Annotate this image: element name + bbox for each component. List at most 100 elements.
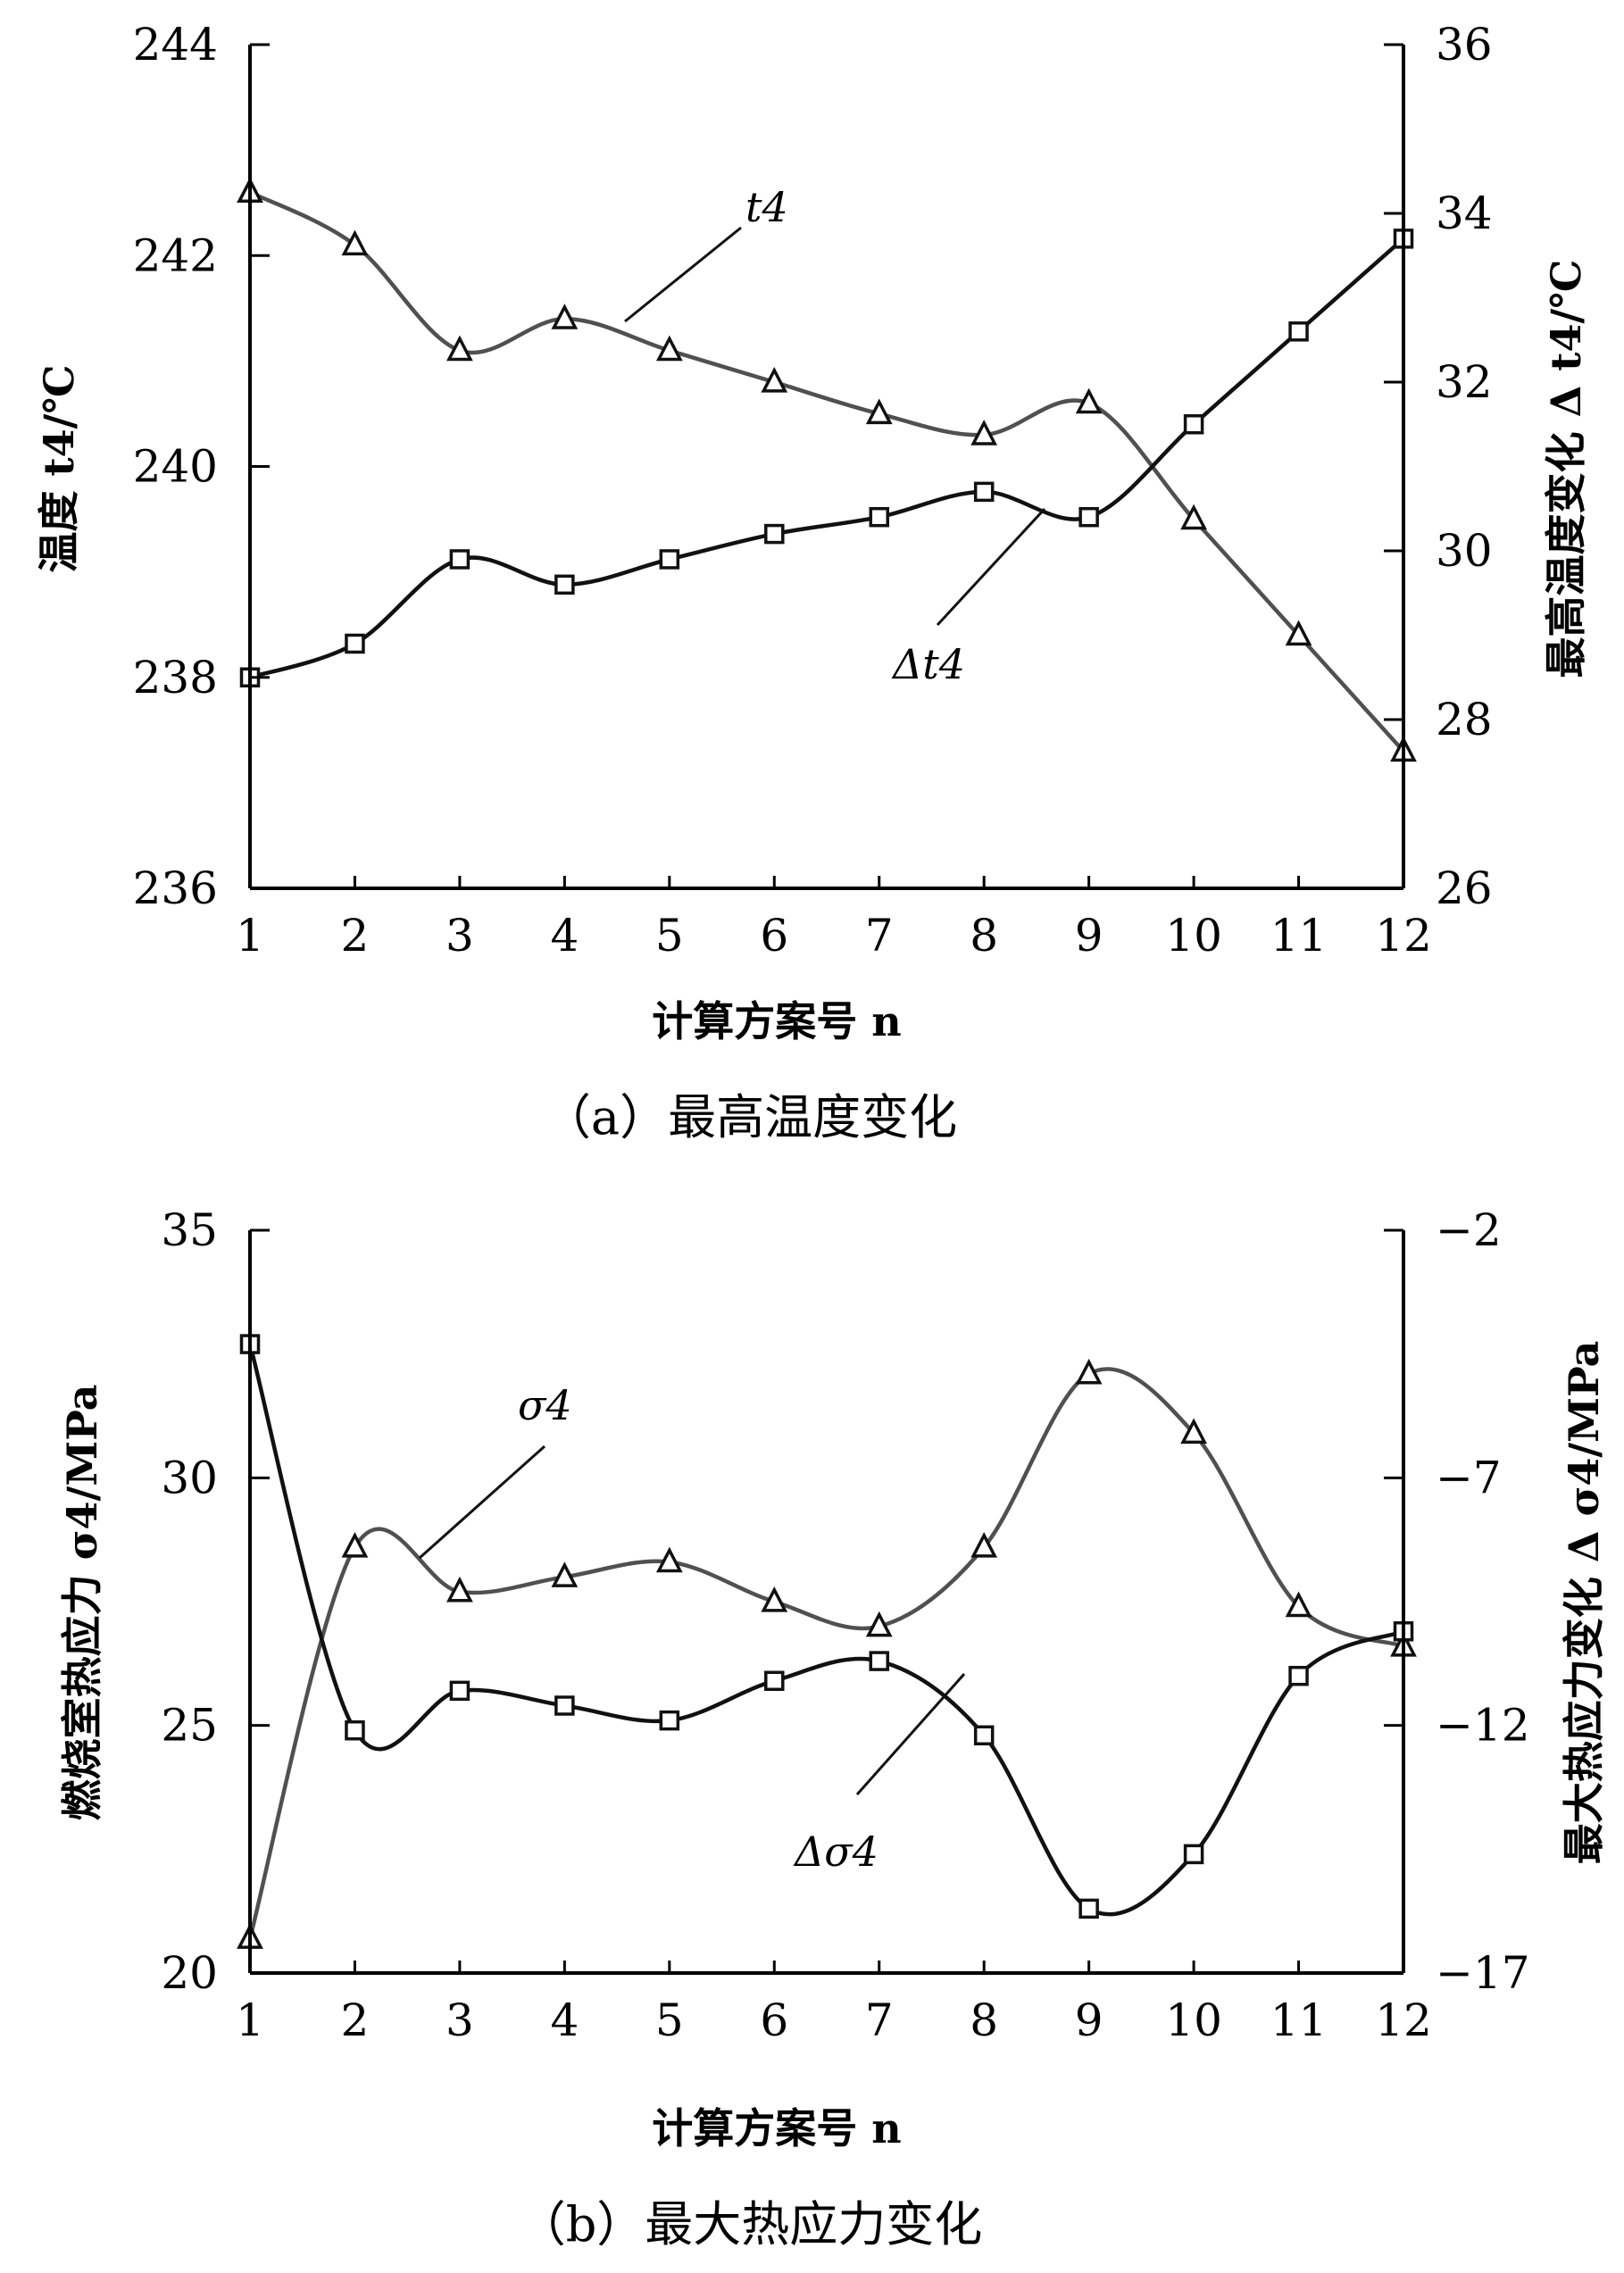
chart-b-triangle-marker	[551, 1561, 579, 1587]
chart-b-square-marker	[1183, 1844, 1204, 1865]
chart-a-square-marker	[1079, 506, 1099, 528]
chart-a-y-tick-label-left: 238	[133, 652, 218, 704]
chart-b-x-tick-label: 3	[446, 1994, 474, 2046]
chart-b-square-marker	[659, 1710, 680, 1731]
chart-a-triangle-marker	[761, 367, 788, 393]
chart-b-triangle-marker	[655, 1546, 683, 1573]
chart-a-triangle-marker	[551, 304, 579, 329]
chart-b-y-tick-label-right: −17	[1436, 1947, 1530, 1999]
chart-a-y-tick-label-left: 244	[133, 19, 218, 71]
chart-b-x-tick-label: 12	[1375, 1994, 1432, 2046]
chart-a-square-marker	[973, 481, 995, 503]
chart-b-square-marker	[764, 1670, 785, 1691]
chart-a-triangle-marker	[1285, 620, 1312, 646]
chart-b-y-tick-label-left: 35	[161, 1204, 218, 1256]
chart-a-t4-callout-line	[624, 226, 742, 323]
chart-a-x-tick-label: 6	[760, 910, 788, 962]
chart-b-y-tick-label-left: 30	[161, 1452, 218, 1503]
chart-b-delta-sigma4-series	[239, 1334, 1414, 1919]
chart-a-x-tick-label: 8	[970, 910, 998, 962]
chart-b-triangle-marker	[1285, 1591, 1312, 1618]
chart-b-y-tick-label-left: 25	[161, 1700, 218, 1752]
chart-a-square-marker	[1288, 321, 1309, 342]
chart-a-tick-labels: 1 2 3 4 5 6 7 8 9 10 11 122362382402422442628303234…	[133, 19, 1493, 962]
chart-a-y-tick-label-left: 242	[133, 229, 218, 281]
chart-b-x-tick-label: 10	[1165, 1994, 1222, 2046]
chart-a-square-marker	[345, 633, 365, 654]
chart-b-ylabel-right: 最大热应力变化 Δ σ4/MPa	[1560, 1341, 1608, 1865]
chart-b-x-tick-label: 8	[970, 1994, 998, 2046]
chart-a-x-tick-label: 3	[446, 910, 474, 962]
chart-b-triangle-marker	[341, 1531, 369, 1558]
chart-a-x-tick-label: 7	[865, 910, 894, 962]
chart-a-y-tick-label-left: 236	[133, 862, 218, 914]
chart-a-ylabel-left: 温度 t4/℃	[35, 364, 83, 572]
chart-b-delta-sigma4-callout-line	[855, 1673, 966, 1795]
chart-a-t4-label: t4	[745, 183, 788, 231]
chart-b-caption: （b）最大热应力变化	[518, 2196, 983, 2252]
chart-a-x-tick-label: 1	[236, 910, 264, 962]
chart-b-x-tick-label: 6	[760, 1994, 788, 2046]
chart-a-triangle-marker	[865, 398, 893, 425]
chart-b-sigma4-label: σ4	[518, 1381, 572, 1429]
chart-a-square-marker	[869, 506, 889, 528]
chart-a-x-tick-label: 9	[1075, 910, 1103, 962]
chart-a-x-tick-label: 10	[1165, 910, 1222, 962]
chart-a-triangle-marker	[446, 335, 473, 362]
chart-b-triangle-marker	[970, 1531, 998, 1558]
chart-a-delta-t4-callout-line	[936, 507, 1046, 627]
chart-b-ylabel-left: 燃烧室热应力 σ4/MPa	[58, 1385, 106, 1821]
chart-a-y-tick-label-left: 240	[133, 441, 218, 493]
chart-b-x-tick-label: 2	[341, 1994, 370, 2046]
chart-b-square-marker	[869, 1651, 889, 1671]
chart-b-delta-sigma4-label: Δσ4	[793, 1828, 879, 1876]
chart-a-y-tick-label-right: 28	[1436, 694, 1493, 745]
chart-a-xlabel: 计算方案号 n	[652, 997, 901, 1045]
chart-b-x-tick-label: 1	[236, 1994, 264, 2046]
chart-b-y-tick-label-left: 20	[161, 1947, 218, 1999]
chart-a-max-temperature: 1 2 3 4 5 6 7 8 9 10 11 122362382402422442628303234…	[35, 19, 1590, 1145]
chart-a-delta-t4-series	[239, 229, 1414, 687]
chart-a-delta-t4-label: Δt4	[891, 640, 965, 688]
chart-a-x-tick-label: 2	[341, 910, 370, 962]
chart-a-square-marker	[659, 549, 680, 570]
chart-a-square-marker	[764, 523, 785, 545]
chart-b-x-tick-label: 7	[865, 1994, 894, 2046]
chart-b-x-tick-label: 5	[655, 1994, 684, 2046]
chart-b-triangle-marker	[1180, 1418, 1207, 1445]
chart-b-axes	[248, 1228, 1405, 1975]
chart-a-y-tick-label-right: 30	[1436, 525, 1493, 577]
chart-a-square-marker	[449, 549, 471, 570]
chart-b-triangle-marker	[1075, 1358, 1103, 1385]
chart-b-y-tick-label-right: −7	[1436, 1452, 1502, 1503]
chart-b-square-marker	[973, 1725, 995, 1746]
chart-b-y-tick-label-right: −2	[1436, 1204, 1502, 1256]
chart-a-series-line-right	[249, 237, 1405, 679]
chart-b-square-marker	[554, 1695, 575, 1716]
chart-a-triangle-marker	[1075, 387, 1103, 414]
chart-b-xlabel: 计算方案号 n	[652, 2104, 901, 2152]
chart-b-square-marker	[1079, 1898, 1099, 1919]
chart-a-triangle-marker	[655, 335, 683, 362]
chart-a-x-tick-label: 12	[1375, 910, 1432, 962]
chart-a-caption: （a）最高温度变化	[543, 1089, 957, 1145]
chart-a-square-marker	[1183, 414, 1204, 435]
chart-a-square-marker	[554, 574, 575, 595]
chart-b-y-tick-label-right: −12	[1436, 1700, 1530, 1752]
chart-b-x-tick-label: 4	[550, 1994, 579, 2046]
chart-a-series-line-left	[248, 190, 1405, 753]
chart-a-t4-series	[237, 177, 1417, 762]
chart-b-triangle-marker	[446, 1576, 473, 1603]
chart-b-sigma4-series	[237, 1358, 1417, 1949]
chart-a-triangle-marker	[970, 420, 998, 445]
chart-a-y-tick-label-right: 26	[1436, 862, 1493, 914]
chart-a-y-tick-label-right: 34	[1436, 187, 1493, 239]
chart-a-y-tick-label-right: 36	[1436, 19, 1493, 71]
chart-b-sigma4-callout-line	[419, 1445, 545, 1560]
chart-b-square-marker	[345, 1719, 365, 1741]
chart-a-x-tick-label: 4	[550, 910, 579, 962]
chart-a-triangle-marker	[1180, 504, 1207, 530]
